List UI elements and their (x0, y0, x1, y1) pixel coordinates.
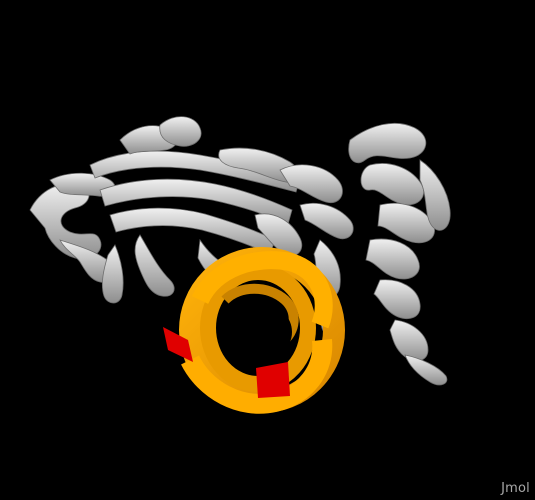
protein-chain-ribbon (29, 116, 451, 386)
helix-terminus-markers (163, 327, 290, 398)
highlighted-helix (179, 247, 345, 414)
terminus-marker-left (163, 327, 193, 362)
terminus-marker-right (256, 362, 290, 398)
jmol-watermark: Jmol (501, 481, 530, 496)
